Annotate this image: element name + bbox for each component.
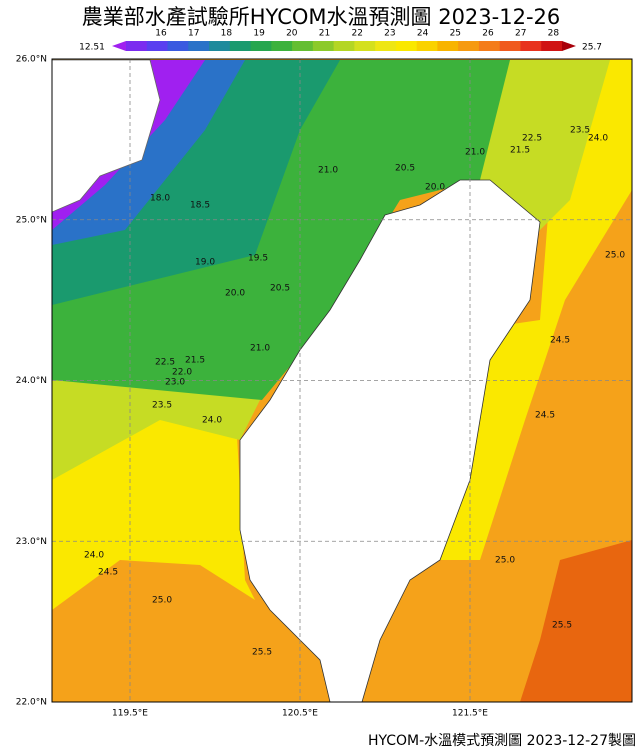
contour-label: 25.5 (552, 621, 572, 631)
colorbar-arrow-right (562, 41, 576, 51)
colorbar-segment (458, 41, 480, 51)
contour-label: 24.5 (98, 568, 118, 578)
colorbar-tick-label: 23 (384, 29, 395, 39)
contour-label: 25.0 (495, 556, 515, 566)
contour-label: 21.0 (250, 344, 270, 354)
colorbar-tick-label: 22 (351, 29, 362, 39)
footer: HYCOM-水溫模式預測圖 2023-12-27製圖 (368, 733, 636, 749)
contour-label: 22.5 (155, 358, 175, 368)
colorbar-segment (333, 41, 355, 51)
colorbar-segment (437, 41, 459, 51)
colorbar-segment (499, 41, 521, 51)
contour-label: 25.0 (152, 596, 172, 606)
colorbar-segment (188, 41, 210, 51)
colorbar-max: 25.7 (582, 43, 602, 53)
lon-label: 119.5°E (112, 709, 148, 719)
colorbar-segment (271, 41, 293, 51)
contour-label: 23.0 (165, 378, 185, 388)
title: 農業部水產試驗所HYCOM水溫預測圖 2023-12-26 (82, 5, 561, 29)
contour-label: 19.0 (195, 258, 215, 268)
colorbar-min: 12.51 (79, 43, 105, 53)
colorbar-segment (541, 41, 563, 51)
colorbar-segment (520, 41, 542, 51)
contour-label: 24.0 (84, 551, 104, 561)
colorbar-tick-label: 25 (450, 29, 461, 39)
contour-label: 21.0 (465, 148, 485, 158)
colorbar-tick-label: 28 (548, 29, 560, 39)
colorbar-segment (209, 41, 231, 51)
contour-label: 22.5 (522, 134, 542, 144)
lon-label: 121.5°E (452, 709, 488, 719)
contour-label: 24.5 (535, 411, 555, 421)
colorbar-segment (167, 41, 189, 51)
colorbar-tick-label: 17 (188, 29, 199, 39)
colorbar-segment (395, 41, 418, 51)
colorbar-segment (478, 41, 501, 51)
lat-label: 24.0°N (16, 376, 47, 386)
contour-label: 20.0 (425, 183, 445, 193)
contour-label: 23.5 (152, 401, 172, 411)
contour-label: 24.0 (202, 416, 222, 426)
contour-label: 22.0 (172, 368, 192, 378)
contour-label: 24.5 (550, 336, 570, 346)
colorbar-segment (416, 41, 438, 51)
contour-label: 23.5 (570, 126, 590, 136)
contour-label: 21.0 (318, 166, 338, 176)
colorbar-tick-label: 20 (286, 29, 298, 39)
colorbar-tick-label: 16 (155, 29, 167, 39)
colorbar-segment (146, 41, 169, 51)
lat-label: 25.0°N (16, 215, 47, 225)
sst-map: 18.0 18.5 19.0 19.5 20.0 20.5 21.0 20.5 … (52, 59, 632, 702)
contour-label: 19.5 (248, 254, 268, 264)
contour-label: 24.0 (588, 134, 608, 144)
contour-label: 20.0 (225, 289, 245, 299)
contour-label: 20.5 (395, 164, 415, 174)
colorbar-segment (229, 41, 252, 51)
colorbar-tick-label: 24 (417, 29, 429, 39)
contour-label: 20.5 (270, 284, 290, 294)
colorbar-arrow-left (112, 41, 126, 51)
lon-label: 120.5°E (282, 709, 318, 719)
contour-label: 25.0 (605, 251, 625, 261)
colorbar-segment (126, 41, 148, 51)
contour-label: 18.0 (150, 194, 170, 204)
lat-label: 23.0°N (16, 537, 47, 547)
colorbar: 16 17 18 19 20 21 22 23 24 25 26 27 28 (112, 29, 576, 51)
colorbar-tick-label: 18 (221, 29, 233, 39)
contour-label: 18.5 (190, 201, 210, 211)
contour-label: 21.5 (510, 146, 530, 156)
colorbar-segment (354, 41, 376, 51)
lat-label: 22.0°N (16, 698, 47, 708)
map-frame (51, 58, 633, 703)
colorbar-tick-label: 26 (482, 29, 494, 39)
colorbar-segment (312, 41, 335, 51)
lat-label: 26.0°N (16, 55, 47, 65)
colorbar-tick-label: 21 (319, 29, 330, 39)
colorbar-segment (250, 41, 272, 51)
colorbar-segment (375, 41, 397, 51)
colorbar-tick-label: 19 (253, 29, 265, 39)
contour-label: 21.5 (185, 356, 205, 366)
colorbar-tick-label: 27 (515, 29, 526, 39)
colorbar-segment (292, 41, 314, 51)
contour-label: 25.5 (252, 648, 272, 658)
